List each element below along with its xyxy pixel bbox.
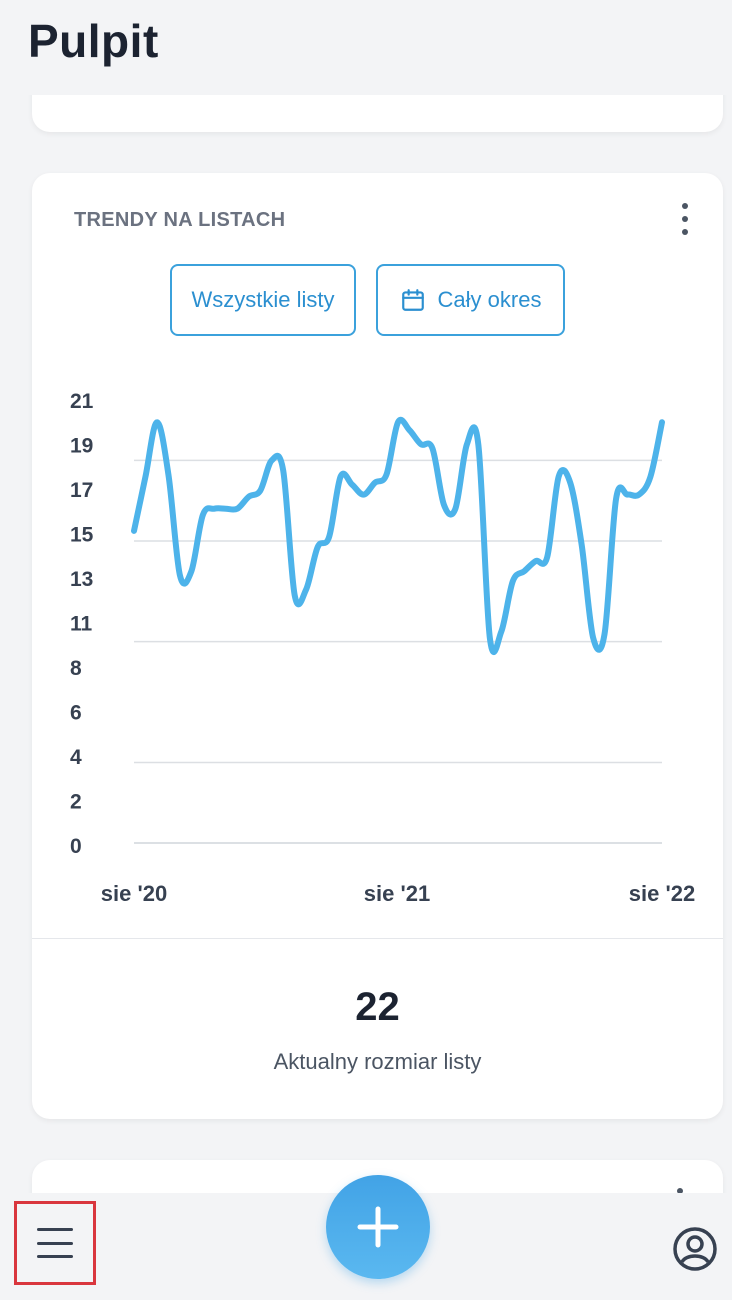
kebab-dot — [677, 1188, 683, 1194]
page-title: Pulpit — [28, 15, 159, 67]
header: Pulpit — [0, 0, 732, 95]
calendar-icon — [401, 289, 424, 311]
y-tick-label: 11 — [70, 613, 93, 636]
x-tick-label: sie '20 — [101, 881, 167, 906]
y-tick-label: 0 — [70, 835, 82, 858]
y-tick-label: 2 — [70, 791, 82, 814]
hamburger-line — [37, 1241, 73, 1245]
current-list-size-label: Aktualny rozmiar listy — [273, 1049, 482, 1074]
current-list-size-value: 22 — [355, 985, 400, 1029]
trend-card: TRENDY NA LISTACH Wszystkie listy Cały o… — [32, 173, 723, 1119]
hamburger-icon — [37, 1228, 73, 1258]
y-tick-label: 8 — [70, 657, 82, 680]
kebab-menu-icon[interactable] — [675, 199, 695, 239]
y-tick-label: 15 — [70, 524, 94, 547]
trend-chart: 21 19 17 15 13 11 8 6 4 2 0 sie '20 sie '21 sie '22 — [70, 390, 695, 906]
y-tick-label: 13 — [70, 568, 93, 591]
period-filter-button[interactable]: Cały okres — [376, 264, 565, 336]
user-circle-icon[interactable] — [672, 1226, 718, 1272]
y-tick-label: 6 — [70, 702, 82, 725]
menu-button[interactable] — [14, 1201, 96, 1285]
y-tick-label: 4 — [70, 746, 82, 769]
series-line — [131, 416, 665, 655]
hamburger-line — [37, 1228, 73, 1231]
plus-icon — [357, 1206, 399, 1248]
kebab-dot — [682, 203, 688, 209]
add-button[interactable] — [326, 1175, 430, 1279]
x-tick-label: sie '21 — [364, 881, 430, 906]
y-tick-label: 21 — [70, 390, 94, 413]
divider — [32, 938, 723, 939]
card-title: TRENDY NA LISTACH — [74, 209, 286, 231]
kebab-dot — [682, 216, 688, 222]
lists-filter-button[interactable]: Wszystkie listy — [170, 264, 356, 336]
y-tick-label: 19 — [70, 435, 93, 458]
kebab-dot — [682, 229, 688, 235]
y-tick-label: 17 — [70, 479, 93, 502]
bottom-navigation — [0, 1175, 732, 1300]
lists-filter-label: Wszystkie listy — [191, 287, 335, 312]
hamburger-line — [37, 1255, 73, 1258]
x-tick-label: sie '22 — [629, 881, 695, 906]
period-filter-label: Cały okres — [437, 287, 542, 312]
